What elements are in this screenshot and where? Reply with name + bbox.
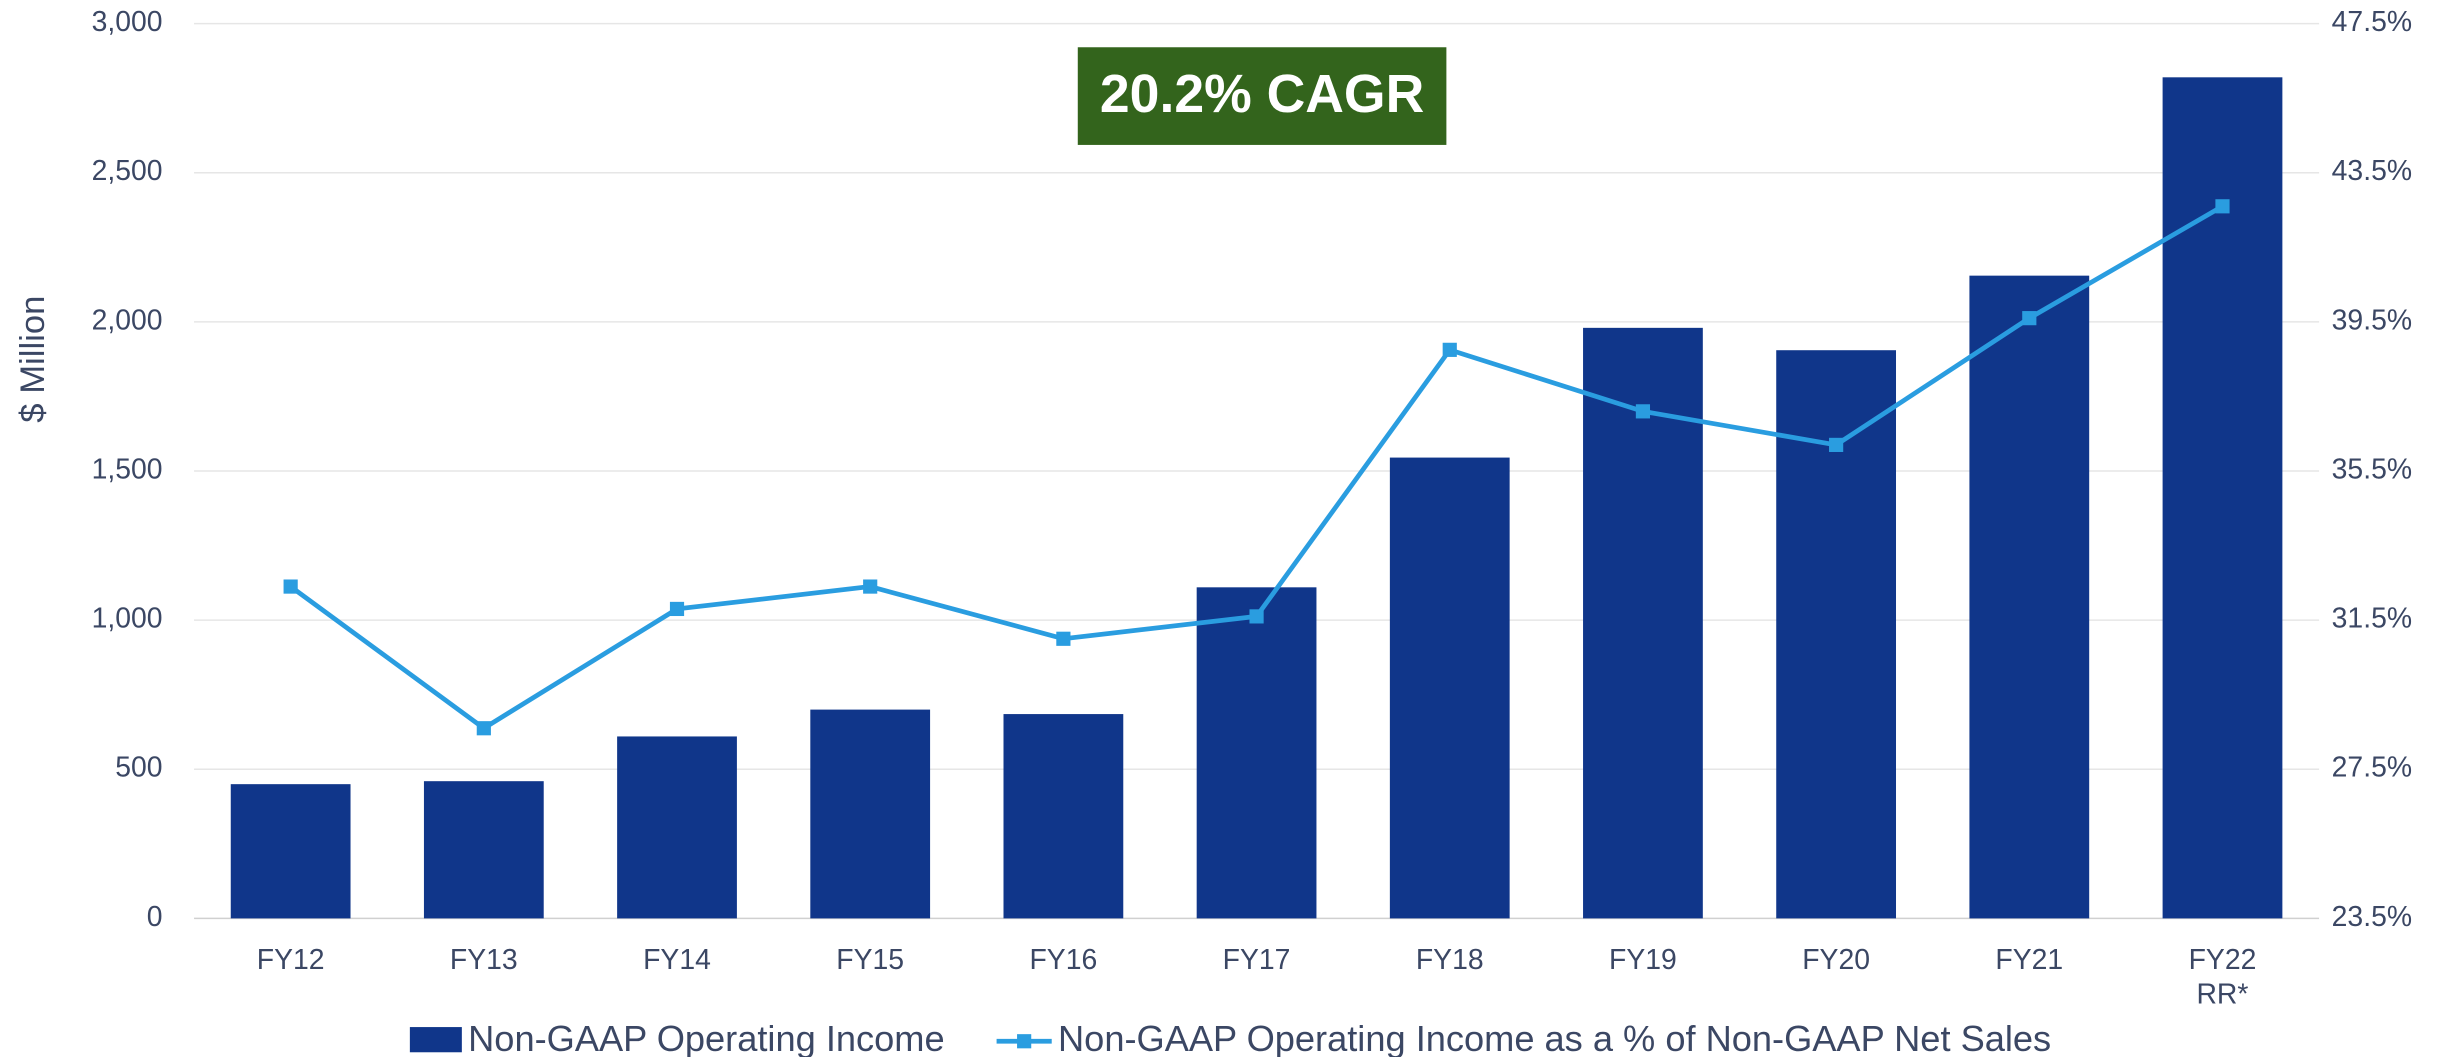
bar (2162, 77, 2283, 919)
line-marker (669, 601, 685, 617)
line-marker (1056, 631, 1071, 646)
y-tick-label: 0 (147, 901, 163, 933)
bar (1003, 714, 1124, 919)
x-tick-label-box: FY17 (1222, 943, 1291, 976)
y-tick-label: 2,000 (92, 304, 163, 336)
y2-tick-label: 39.5% (2332, 304, 2412, 336)
y2-tick-label: 35.5% (2332, 453, 2412, 485)
x-tick-label: FY12 (256, 943, 325, 976)
x-tick-label: FY22 RR* (2188, 943, 2257, 1010)
y-axis-label: $ Million (14, 296, 52, 423)
y-tick-label: 3,000 (92, 6, 163, 38)
x-tick-label-box: FY15 (836, 943, 905, 976)
y-tick-label: 2,500 (92, 155, 163, 187)
x-tick-label-box: FY18 (1415, 943, 1484, 976)
x-tick-label-box: FY14 (643, 943, 711, 976)
bar (1969, 275, 2090, 919)
line-marker (1829, 437, 1844, 452)
x-tick-label-box: FY13 (449, 943, 518, 976)
y-tick-label: 500 (115, 752, 162, 784)
line-marker (1249, 609, 1264, 624)
annotation: 20.2% CAGR (1100, 65, 1424, 124)
y2-tick-label: 31.5% (2332, 603, 2412, 635)
x-tick-label: FY21 (1995, 943, 2064, 976)
line-marker (1635, 404, 1651, 419)
bar (617, 736, 737, 919)
y2-tick-label: 23.5% (2332, 901, 2412, 933)
bar (810, 709, 931, 919)
bar (1196, 587, 1317, 919)
y2-tick-label: 27.5% (2332, 752, 2412, 784)
x-tick-label-box: FY16 (1029, 943, 1098, 976)
x-tick-label-box: FY20 (1802, 943, 1871, 976)
legend-marker (1017, 1034, 1032, 1049)
x-tick-label: FY20 (1802, 943, 1871, 976)
x-tick-label-box: FY21 (1995, 943, 2064, 976)
line-marker (2022, 311, 2037, 326)
x-tick-label: FY13 (449, 943, 518, 976)
x-tick-label-box: FY12 (256, 943, 325, 976)
x-tick-label: FY19 (1609, 943, 1677, 976)
x-tick-label: FY15 (836, 943, 905, 976)
bar (1389, 457, 1510, 919)
x-tick-label: FY18 (1415, 943, 1484, 976)
x-tick-label: FY16 (1029, 943, 1098, 976)
y-tick-label: 1,500 (92, 453, 163, 485)
bar (423, 781, 544, 919)
legend-label: Non-GAAP Operating Income as a % of Non-… (1058, 1018, 2051, 1057)
line-marker (863, 579, 878, 594)
bar (230, 784, 351, 919)
line-marker (283, 579, 298, 594)
legend-swatch (409, 1027, 462, 1053)
y2-tick-label: 47.5% (2332, 6, 2412, 38)
annotation-box (1077, 47, 1447, 145)
line-marker (476, 721, 491, 736)
line-marker (2215, 199, 2230, 214)
y-tick-label: 1,000 (92, 603, 163, 635)
x-tick-label-box: FY22 RR* (2188, 943, 2257, 1010)
x-tick-label: FY14 (643, 943, 711, 976)
y2-tick-label: 43.5% (2332, 155, 2412, 187)
legend-label: Non-GAAP Operating Income (468, 1018, 944, 1057)
x-tick-label-box: FY19 (1609, 943, 1677, 976)
line-marker (1442, 342, 1457, 357)
x-tick-label: FY17 (1222, 943, 1291, 976)
bar (1583, 327, 1703, 919)
